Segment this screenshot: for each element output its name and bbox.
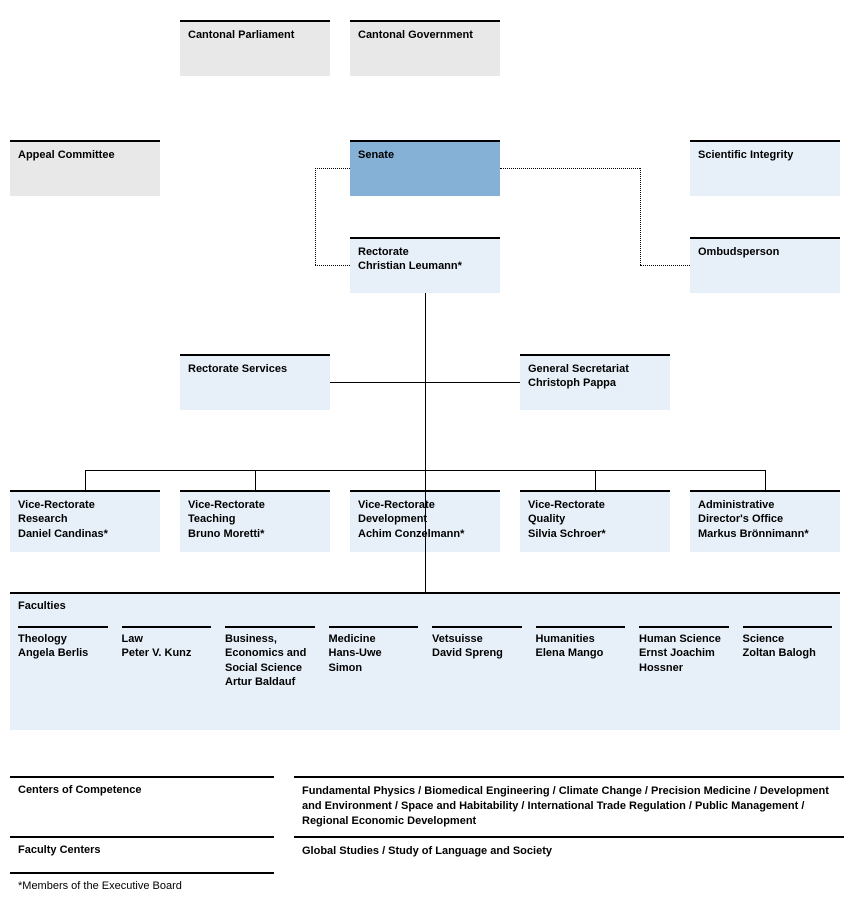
box-cantonal-parliament: Cantonal Parliament	[180, 20, 330, 76]
person: Christoph Pappa	[528, 376, 662, 390]
connector-dotted	[640, 265, 690, 266]
connector-dotted	[315, 168, 316, 265]
faculty-centers-label: Faculty Centers	[10, 836, 274, 865]
footnote: *Members of the Executive Board	[10, 872, 274, 898]
connector-solid	[425, 470, 426, 490]
faculty-item: TheologyAngela Berlis	[18, 626, 108, 693]
faculty-item: VetsuisseDavid Spreng	[432, 626, 522, 693]
box-ombudsperson: Ombudsperson	[690, 237, 840, 293]
label: Rectorate	[358, 245, 492, 259]
box-administrative-director: Administrative Director's Office Markus …	[690, 490, 840, 552]
box-scientific-integrity: Scientific Integrity	[690, 140, 840, 196]
connector-dotted	[500, 168, 640, 169]
faculty-item: Human ScienceErnst Joachim Hossner	[639, 626, 729, 693]
faculty-item: HumanitiesElena Mango	[536, 626, 626, 693]
box-vice-rectorate-teaching: Vice-Rectorate Teaching Bruno Moretti*	[180, 490, 330, 552]
faculty-centers-row: Faculty Centers Global Studies / Study o…	[10, 836, 844, 865]
connector-solid	[330, 382, 520, 383]
label: Cantonal Government	[358, 28, 492, 42]
connector-solid	[595, 470, 596, 490]
faculties-label: Faculties	[18, 600, 832, 612]
connector-dotted	[315, 265, 350, 266]
connector-solid	[765, 470, 766, 490]
label: Appeal Committee	[18, 148, 152, 162]
label: Rectorate Services	[188, 362, 322, 376]
person: Christian Leumann*	[358, 259, 492, 273]
faculty-item: LawPeter V. Kunz	[122, 626, 212, 693]
box-vice-rectorate-quality: Vice-Rectorate Quality Silvia Schroer*	[520, 490, 670, 552]
centers-label: Centers of Competence	[10, 776, 274, 835]
faculty-item: Business, Economics and Social ScienceAr…	[225, 626, 315, 693]
connector-dotted	[315, 168, 350, 169]
connector-solid	[85, 470, 86, 490]
faculties-container: Faculties TheologyAngela BerlisLawPeter …	[10, 592, 840, 730]
label: Ombudsperson	[698, 245, 832, 259]
label: Scientific Integrity	[698, 148, 832, 162]
box-senate: Senate	[350, 140, 500, 196]
box-vice-rectorate-research: Vice-Rectorate Research Daniel Candinas*	[10, 490, 160, 552]
connector-solid	[255, 470, 256, 490]
faculty-centers-list: Global Studies / Study of Language and S…	[294, 836, 844, 865]
connector-dotted	[640, 168, 641, 265]
label: Senate	[358, 148, 492, 162]
faculty-item: ScienceZoltan Balogh	[743, 626, 833, 693]
label: General Secretariat	[528, 362, 662, 376]
label: Cantonal Parliament	[188, 28, 322, 42]
faculty-item: MedicineHans-Uwe Simon	[329, 626, 419, 693]
box-general-secretariat: General Secretariat Christoph Pappa	[520, 354, 670, 410]
box-cantonal-government: Cantonal Government	[350, 20, 500, 76]
box-appeal-committee: Appeal Committee	[10, 140, 160, 196]
box-rectorate: Rectorate Christian Leumann*	[350, 237, 500, 293]
centers-of-competence-row: Centers of Competence Fundamental Physic…	[10, 776, 844, 835]
box-rectorate-services: Rectorate Services	[180, 354, 330, 410]
centers-list: Fundamental Physics / Biomedical Enginee…	[294, 776, 844, 835]
connector-solid	[425, 293, 426, 592]
